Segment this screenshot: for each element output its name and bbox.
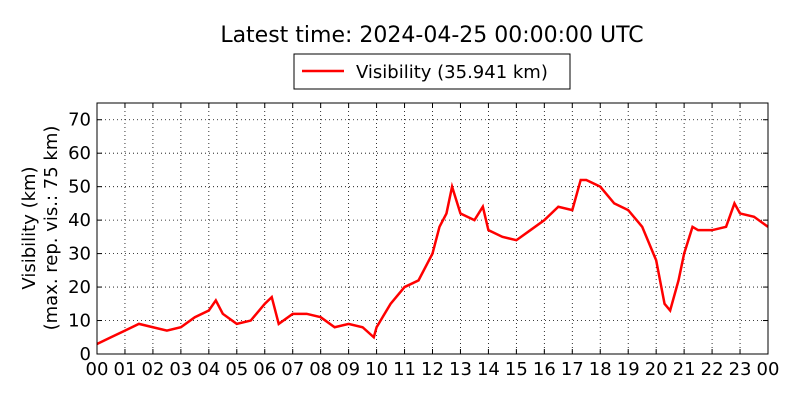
y-tick-label: 50 [68,177,91,198]
y-tick-label: 40 [68,210,91,231]
chart-title: Latest time: 2024-04-25 00:00:00 UTC [220,23,643,48]
x-tick-label: 04 [197,359,220,380]
x-tick-label: 06 [253,359,276,380]
x-tick-label: 21 [673,359,696,380]
y-tick-label: 70 [68,110,91,131]
y-axis-label: (max. rep. vis.: 75 km) [41,126,62,331]
x-tick-label: 01 [114,359,137,380]
x-tick-label: 22 [701,359,724,380]
x-tick-label: 16 [533,359,556,380]
y-tick-label: 60 [68,143,91,164]
x-tick-label: 11 [393,359,416,380]
x-tick-label: 15 [505,359,528,380]
x-tick-label: 05 [225,359,248,380]
x-tick-label: 23 [729,359,752,380]
x-tick-label: 08 [309,359,332,380]
y-tick-label: 10 [68,311,91,332]
y-tick-label: 20 [68,277,91,298]
x-tick-label: 00 [86,359,109,380]
x-tick-label: 00 [757,359,780,380]
x-tick-label: 09 [337,359,360,380]
x-tick-label: 13 [449,359,472,380]
legend-label: Visibility (35.941 km) [356,62,548,83]
x-tick-label: 10 [365,359,388,380]
y-tick-label: 0 [80,344,91,365]
x-tick-label: 07 [281,359,304,380]
y-tick-label: 30 [68,244,91,265]
x-tick-label: 02 [141,359,164,380]
x-tick-label: 12 [421,359,444,380]
x-tick-label: 14 [477,359,500,380]
plot-frame [96,102,769,355]
x-tick-label: 20 [645,359,668,380]
x-tick-label: 18 [589,359,612,380]
data-line [96,178,769,346]
x-tick-label: 03 [169,359,192,380]
x-tick-label: 17 [561,359,584,380]
x-tick-label: 19 [617,359,640,380]
y-axis-label: Visibility (km) [19,166,40,289]
